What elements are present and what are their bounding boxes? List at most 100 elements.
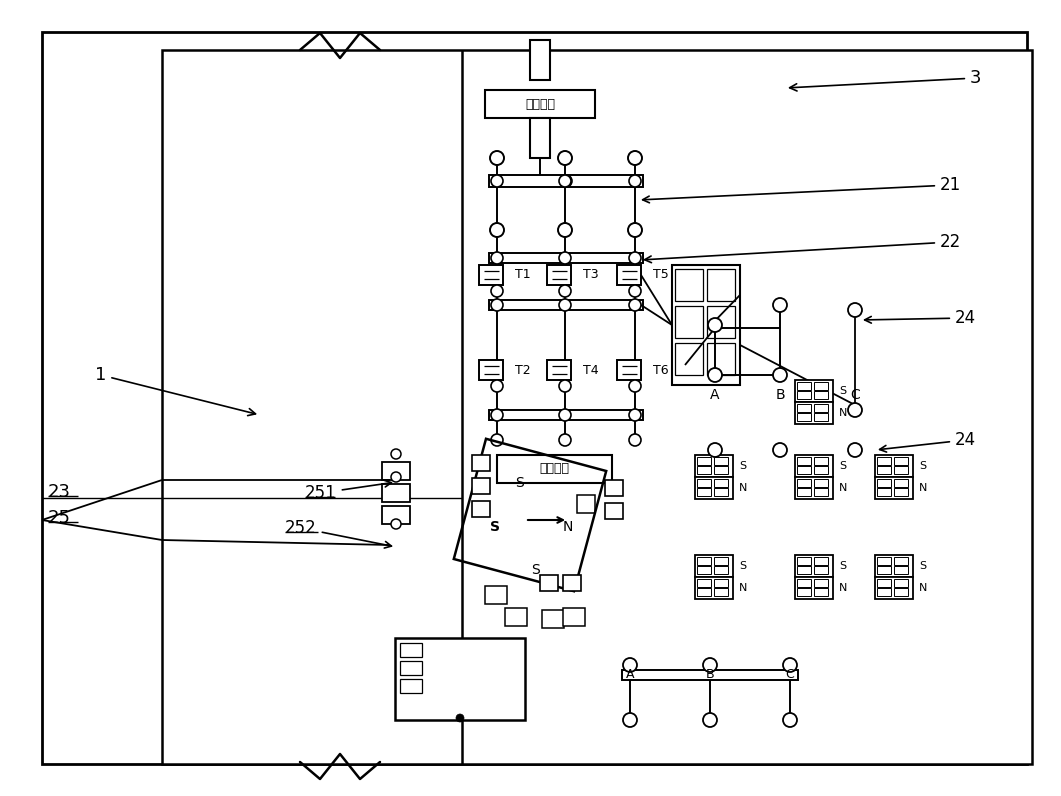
Bar xyxy=(697,557,711,565)
Text: 1: 1 xyxy=(95,366,256,416)
Circle shape xyxy=(629,380,641,392)
Text: A: A xyxy=(710,388,719,402)
Bar xyxy=(877,566,891,574)
Bar xyxy=(382,462,410,480)
Bar xyxy=(875,577,914,599)
Bar xyxy=(605,480,623,496)
Circle shape xyxy=(773,443,787,457)
Text: 3: 3 xyxy=(789,69,981,91)
Bar xyxy=(489,175,643,187)
Text: 24: 24 xyxy=(880,431,976,452)
Text: S: S xyxy=(740,461,746,471)
Bar xyxy=(714,479,728,487)
Circle shape xyxy=(708,443,721,457)
Bar xyxy=(577,495,595,513)
Bar xyxy=(489,253,643,263)
Text: N: N xyxy=(562,520,573,534)
Text: T4: T4 xyxy=(582,364,598,377)
Circle shape xyxy=(559,299,571,311)
Bar xyxy=(697,457,711,465)
Circle shape xyxy=(558,223,572,237)
Bar xyxy=(714,588,728,596)
Circle shape xyxy=(559,434,571,446)
Bar xyxy=(875,477,914,499)
Bar xyxy=(894,579,908,587)
Text: C: C xyxy=(850,388,859,402)
Text: N: N xyxy=(919,583,927,593)
Bar xyxy=(547,265,571,285)
Text: 21: 21 xyxy=(643,176,961,203)
Text: T5: T5 xyxy=(653,268,668,282)
Bar xyxy=(697,466,711,474)
Bar xyxy=(162,50,1032,764)
Bar xyxy=(400,661,422,675)
Bar xyxy=(505,608,527,626)
Bar xyxy=(672,265,740,385)
Circle shape xyxy=(559,175,571,187)
Circle shape xyxy=(848,403,862,417)
Circle shape xyxy=(623,658,637,672)
Bar xyxy=(540,575,558,591)
Bar xyxy=(485,586,507,604)
Bar xyxy=(697,579,711,587)
Bar xyxy=(695,555,733,577)
Bar xyxy=(563,575,581,591)
Circle shape xyxy=(491,252,503,264)
Bar xyxy=(675,269,703,301)
Text: T2: T2 xyxy=(515,364,530,377)
Bar xyxy=(489,410,643,420)
Bar xyxy=(472,455,490,471)
Bar xyxy=(714,566,728,574)
Bar xyxy=(479,265,503,285)
Circle shape xyxy=(629,285,641,297)
Circle shape xyxy=(491,409,503,421)
Bar xyxy=(814,557,828,565)
Bar xyxy=(797,566,811,574)
Bar xyxy=(814,413,828,421)
Bar xyxy=(894,566,908,574)
Text: 251: 251 xyxy=(305,480,392,502)
Bar xyxy=(400,679,422,693)
Circle shape xyxy=(773,368,787,382)
Circle shape xyxy=(491,434,503,446)
Text: N: N xyxy=(740,583,747,593)
Circle shape xyxy=(629,175,641,187)
Bar xyxy=(875,555,914,577)
Bar xyxy=(489,300,643,310)
Circle shape xyxy=(629,409,641,421)
Text: S: S xyxy=(919,561,926,571)
Text: B: B xyxy=(706,669,714,681)
Bar xyxy=(472,478,490,494)
Bar xyxy=(795,577,833,599)
Bar xyxy=(714,466,728,474)
Circle shape xyxy=(623,713,637,727)
Circle shape xyxy=(559,285,571,297)
Bar xyxy=(695,477,733,499)
Circle shape xyxy=(708,318,721,332)
Bar xyxy=(797,557,811,565)
Bar xyxy=(797,457,811,465)
Text: S: S xyxy=(740,561,746,571)
Bar xyxy=(497,455,612,483)
Text: 25: 25 xyxy=(48,509,71,527)
Bar xyxy=(714,488,728,496)
Bar xyxy=(485,90,595,118)
Circle shape xyxy=(392,449,401,459)
Bar xyxy=(797,413,811,421)
Bar xyxy=(382,506,410,524)
Text: N: N xyxy=(839,583,848,593)
Text: S: S xyxy=(516,476,524,490)
Bar xyxy=(622,670,798,680)
Bar xyxy=(814,457,828,465)
Bar xyxy=(479,360,503,380)
Text: S: S xyxy=(530,563,539,577)
Circle shape xyxy=(490,223,504,237)
Circle shape xyxy=(491,380,503,392)
Bar xyxy=(795,477,833,499)
Circle shape xyxy=(708,368,721,382)
Circle shape xyxy=(559,409,571,421)
Circle shape xyxy=(848,303,862,317)
Bar xyxy=(814,391,828,399)
Bar xyxy=(472,501,490,517)
Bar xyxy=(894,466,908,474)
